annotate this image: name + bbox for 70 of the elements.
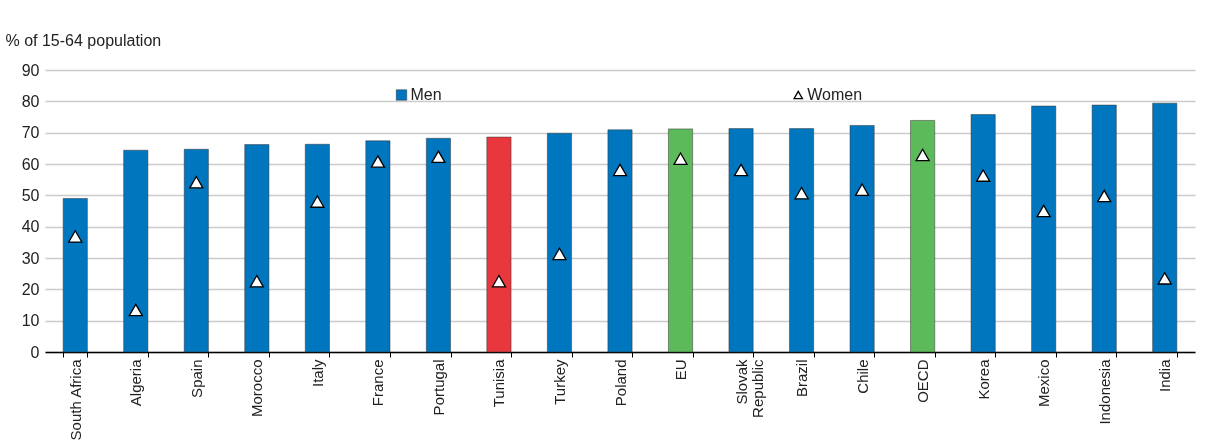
point (1036, 204, 1051, 218)
point (128, 303, 143, 317)
bar (607, 129, 633, 353)
bar (244, 144, 270, 353)
y-tick-label: 10 (21, 312, 40, 330)
bar (728, 128, 754, 353)
point (249, 274, 265, 288)
x-tick-label: India (1156, 358, 1174, 393)
x-tick-label: France (369, 359, 387, 407)
bar (426, 138, 451, 353)
x-tick-label: Spain (187, 359, 205, 398)
bar (183, 149, 209, 353)
point (491, 274, 507, 288)
bar (365, 140, 391, 353)
x-tick-label: Slovak Republic (732, 359, 766, 418)
bar (789, 128, 814, 353)
bar (123, 149, 149, 353)
point (733, 163, 749, 177)
y-tick-label: 90 (21, 61, 40, 79)
bar (1152, 102, 1178, 353)
x-tick-label: Chile (853, 359, 871, 394)
y-tick-label: 60 (21, 155, 40, 173)
point (1097, 189, 1112, 203)
bar (668, 128, 693, 353)
x-tick-label: Italy (308, 359, 326, 388)
legend-label: Women (807, 86, 863, 103)
point (370, 155, 386, 168)
y-tick-label: 50 (21, 186, 40, 204)
point (854, 183, 870, 196)
bar (486, 136, 512, 353)
y-tick-label: 80 (21, 92, 40, 110)
y-tick-label: 0 (30, 343, 40, 361)
x-tick-label: Korea (974, 358, 992, 400)
point (673, 152, 688, 165)
legend-label: Men (410, 86, 442, 103)
bar (970, 114, 996, 353)
x-tick-label: OECD (914, 359, 932, 403)
bar (62, 198, 88, 353)
x-tick-label: Turkey (550, 359, 568, 405)
bar (1031, 105, 1057, 353)
point (794, 186, 809, 200)
x-tick-label: Tunisia (490, 358, 508, 408)
point (431, 150, 446, 164)
point (310, 195, 325, 208)
x-tick-label: Indonesia (1095, 358, 1113, 425)
x-tick-label: EU (672, 359, 690, 381)
y-tick-label: 30 (21, 249, 40, 267)
x-tick-label: Brazil (793, 359, 811, 398)
point (552, 247, 567, 261)
y-tick-label: 70 (21, 124, 40, 142)
point (189, 175, 204, 189)
point (975, 169, 991, 182)
bar (305, 144, 330, 353)
x-tick-label: South Africa (66, 358, 84, 441)
point (1157, 272, 1172, 285)
bar (547, 133, 572, 353)
x-tick-label: Portugal (429, 359, 447, 416)
bar (1091, 104, 1117, 353)
point (612, 163, 628, 177)
x-tick-label: Algeria (127, 358, 145, 407)
y-tick-label: 40 (21, 218, 40, 236)
bar (849, 125, 875, 353)
bar (910, 120, 935, 353)
x-tick-label: Mexico (1035, 359, 1053, 408)
y-tick-label: 20 (21, 280, 40, 298)
y-axis-title: % of 15-64 population (5, 31, 162, 49)
point (68, 230, 83, 243)
x-tick-label: Poland (611, 359, 629, 407)
x-tick-label: Morocco (248, 359, 266, 418)
point (915, 148, 930, 162)
